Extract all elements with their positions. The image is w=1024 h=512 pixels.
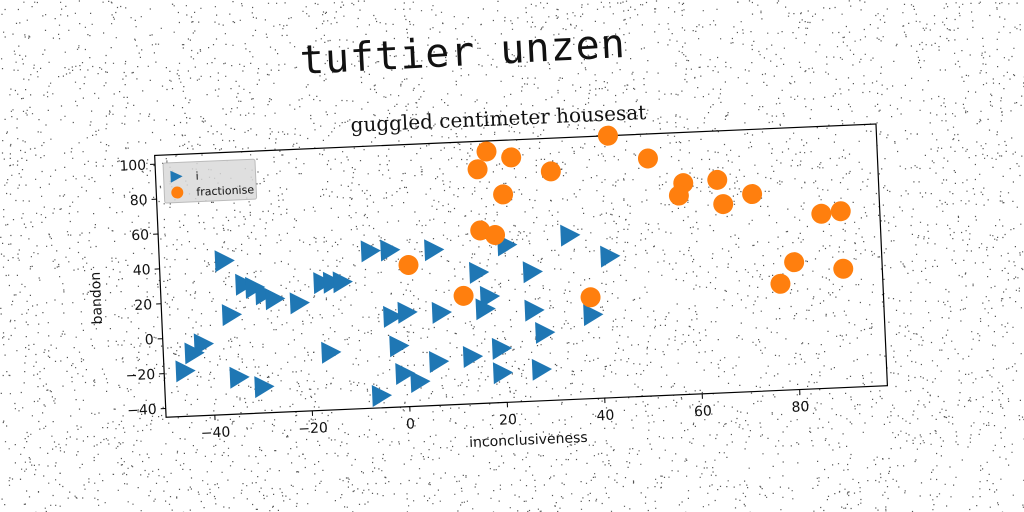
point-fractionise	[833, 258, 854, 279]
x-tick-label: 80	[791, 399, 810, 416]
x-tick-label: −20	[298, 420, 328, 437]
y-tick-label: −20	[125, 367, 155, 384]
point-i	[389, 335, 410, 358]
point-i	[235, 273, 256, 296]
x-tick-label: 40	[596, 408, 615, 425]
y-tick-label: −40	[127, 402, 157, 419]
point-fractionise	[485, 225, 506, 246]
point-fractionise	[830, 201, 851, 222]
point-i	[583, 304, 604, 327]
point-i	[313, 272, 334, 295]
legend-marker-triangle	[170, 170, 183, 183]
point-i	[535, 321, 556, 344]
y-tick-label: 60	[131, 227, 150, 244]
y-tick-label: 40	[133, 262, 152, 279]
legend-marker-circle	[171, 186, 184, 199]
point-fractionise	[668, 185, 689, 206]
point-i	[380, 239, 401, 262]
point-i	[221, 304, 243, 327]
point-i	[322, 271, 344, 294]
point-fractionise	[637, 148, 658, 169]
point-i	[321, 341, 342, 364]
point-fractionise	[467, 159, 488, 180]
plot-frame	[154, 123, 889, 418]
point-i	[462, 346, 484, 368]
point-i	[229, 366, 250, 389]
point-fractionise	[713, 194, 734, 215]
point-fractionise	[597, 125, 618, 146]
point-i	[289, 292, 310, 315]
point-i	[371, 385, 393, 408]
point-i	[175, 360, 196, 383]
point-fractionise	[540, 161, 561, 182]
point-i	[522, 261, 543, 284]
point-i	[214, 250, 235, 273]
y-tick-label: 100	[119, 158, 146, 175]
point-fractionise	[811, 203, 832, 224]
x-tick-label: −40	[201, 424, 231, 441]
point-fractionise	[493, 184, 514, 205]
x-tick-label: 20	[499, 412, 518, 429]
point-i	[560, 224, 581, 247]
point-i	[397, 301, 418, 324]
point-fractionise	[453, 285, 474, 306]
point-fractionise	[707, 169, 728, 190]
point-fractionise	[476, 141, 497, 162]
y-tick-label: 20	[134, 297, 153, 314]
point-i	[332, 271, 353, 294]
point-i	[479, 285, 501, 308]
point-fractionise	[398, 255, 419, 276]
point-i	[255, 283, 276, 306]
y-tick-label: 0	[144, 332, 154, 348]
y-axis-label: bandon	[88, 271, 106, 324]
point-i	[184, 342, 205, 365]
y-tick-label: 80	[129, 193, 148, 210]
point-i	[383, 305, 404, 328]
point-i	[524, 299, 545, 322]
x-tick-label: 60	[694, 403, 713, 420]
point-i	[475, 298, 496, 321]
point-i	[410, 371, 431, 394]
legend: i fractionise	[162, 158, 258, 204]
point-i	[491, 337, 513, 360]
x-tick-label: 0	[406, 416, 416, 432]
legend-box	[162, 158, 258, 204]
point-i	[395, 362, 416, 385]
point-fractionise	[742, 184, 763, 205]
legend-label-i: i	[195, 170, 199, 183]
point-i	[360, 240, 381, 263]
point-fractionise	[770, 273, 791, 294]
point-i	[265, 288, 286, 311]
point-fractionise	[580, 287, 601, 308]
point-i	[245, 276, 266, 299]
point-i	[469, 261, 490, 284]
point-i	[431, 301, 452, 324]
point-i	[428, 350, 450, 373]
point-i	[254, 376, 275, 399]
legend-label-fractionise: fractionise	[196, 183, 255, 199]
point-i	[600, 245, 621, 268]
point-fractionise	[784, 252, 805, 273]
point-i	[424, 239, 445, 262]
point-fractionise	[501, 147, 522, 168]
point-i	[531, 358, 553, 381]
point-i	[492, 362, 514, 385]
x-axis-label: inconclusiveness	[469, 430, 588, 451]
